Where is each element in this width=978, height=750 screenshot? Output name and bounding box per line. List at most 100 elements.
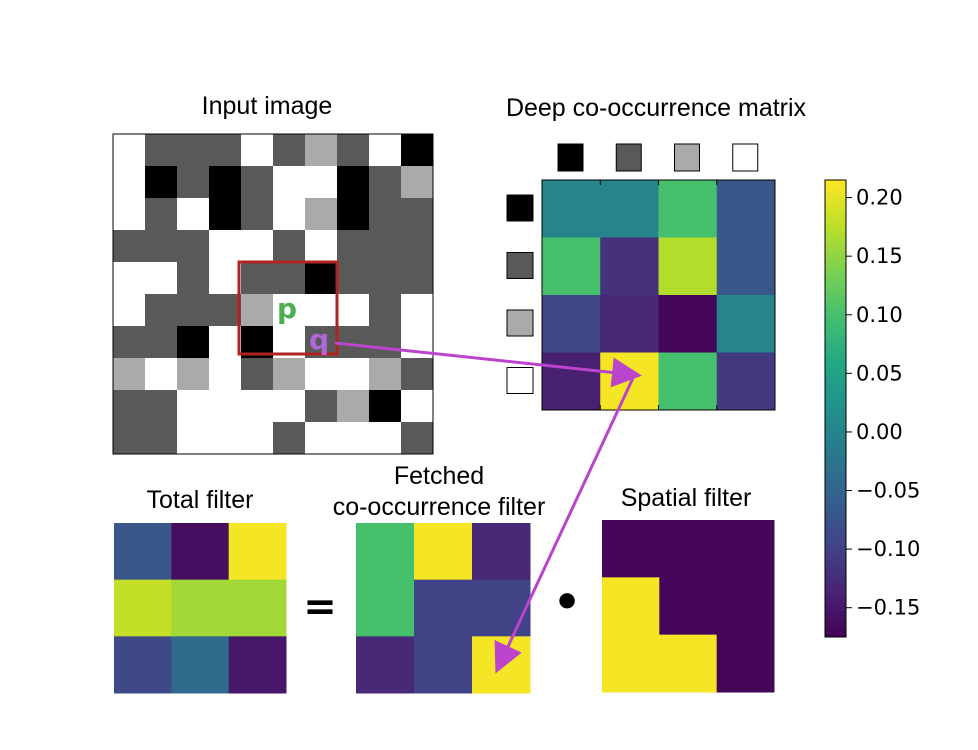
input-pixel (209, 390, 242, 423)
input-pixel (305, 166, 338, 199)
filter-cell (414, 579, 473, 637)
input-pixel (113, 358, 146, 391)
input-pixel (305, 294, 338, 327)
colorbar-tick-label: 0.20 (856, 186, 903, 210)
spatial-filter-title: Spatial filter (621, 484, 752, 512)
filter-cell (472, 579, 531, 637)
matrix-cell (542, 352, 601, 411)
input-pixel (209, 326, 242, 359)
input-pixel (209, 358, 242, 391)
input-pixel (113, 166, 146, 199)
dot-operator: • (553, 577, 581, 628)
input-pixel (241, 166, 274, 199)
input-pixel (369, 358, 402, 391)
total-filter-grid (114, 523, 287, 694)
filter-cell (171, 523, 230, 581)
total-filter-title: Total filter (147, 486, 254, 514)
input-pixel (241, 262, 274, 295)
input-pixel (177, 134, 210, 167)
input-pixel (273, 422, 306, 455)
filter-cell (659, 577, 718, 636)
spatial-filter-grid (602, 520, 775, 693)
input-pixel (337, 230, 370, 263)
input-pixel (337, 166, 370, 199)
input-pixel (273, 166, 306, 199)
matrix-cell (658, 352, 718, 411)
colorbar-ticks: 0.20 0.15 0.10 0.05 0.00 −0.05 −0.10 −0.15 (846, 186, 920, 620)
matrix-cell (658, 295, 718, 353)
filter-cell (602, 577, 660, 636)
input-pixel (337, 294, 370, 327)
arrow-matrix-to-filter (494, 377, 635, 674)
input-pixel (337, 390, 370, 423)
input-pixel (113, 230, 146, 263)
filter-cell (171, 636, 230, 694)
pixel-p-label: p (277, 292, 297, 325)
input-pixel (145, 262, 178, 295)
input-pixel (337, 134, 370, 167)
input-pixel (369, 230, 402, 263)
row-swatch-white (506, 367, 534, 394)
matrix-cell (658, 237, 718, 296)
input-pixel (337, 262, 370, 295)
input-pixel (177, 230, 210, 263)
pixel-q-label: q (309, 323, 329, 356)
colorbar-tick-label: 0.15 (856, 244, 903, 268)
input-pixel (273, 230, 306, 263)
input-pixel (369, 326, 402, 359)
input-pixel (337, 358, 370, 391)
input-pixel (209, 422, 242, 455)
column-swatch-light_gray (674, 143, 700, 172)
input-pixel (209, 134, 242, 167)
input-pixel (337, 326, 370, 359)
filter-cell (114, 579, 172, 637)
matrix-cell (600, 237, 659, 296)
filter-cell (602, 520, 660, 578)
input-pixel (113, 262, 146, 295)
input-pixel (401, 166, 434, 199)
colorbar-tick-label: −0.10 (856, 537, 920, 561)
row-swatch-black (506, 194, 534, 222)
colorbar-tick-label: 0.05 (856, 361, 903, 385)
input-pixel (305, 422, 338, 455)
input-pixel (401, 134, 434, 167)
input-pixel (369, 390, 402, 423)
filter-cell (472, 636, 531, 694)
input-pixel (209, 262, 242, 295)
input-pixel (177, 422, 210, 455)
input-pixel (273, 262, 306, 295)
input-pixel (145, 358, 178, 391)
input-pixel (305, 358, 338, 391)
input-pixel (401, 390, 434, 423)
input-pixel (273, 358, 306, 391)
matrix-cell (716, 180, 776, 238)
input-pixel (305, 198, 338, 231)
input-pixel (177, 262, 210, 295)
colorbar-tick-label: 0.10 (856, 303, 903, 327)
filter-cell (228, 579, 287, 637)
input-pixel (273, 198, 306, 231)
input-image-frame (112, 133, 434, 455)
filter-cell (716, 577, 775, 636)
input-pixel (241, 134, 274, 167)
input-pixel (369, 422, 402, 455)
equals-sign: = (303, 584, 337, 630)
input-pixel (177, 358, 210, 391)
input-image-title: Input image (202, 92, 333, 120)
filter-cell (602, 634, 660, 693)
fetched-filter-grid (356, 523, 531, 694)
colorbar-tick-label: −0.05 (856, 479, 920, 503)
matrix-cell (600, 180, 659, 238)
matrix-row-swatches (506, 194, 534, 394)
input-pixel (273, 134, 306, 167)
filter-cell (414, 636, 473, 694)
cooccurrence-heatmap (542, 180, 776, 411)
matrix-cell (542, 180, 601, 238)
row-swatch-light_gray (506, 309, 534, 337)
input-pixel (145, 422, 178, 455)
input-pixel (145, 198, 178, 231)
input-pixel (113, 294, 146, 327)
row-swatch-dark_gray (506, 252, 534, 279)
filter-cell (716, 634, 775, 693)
